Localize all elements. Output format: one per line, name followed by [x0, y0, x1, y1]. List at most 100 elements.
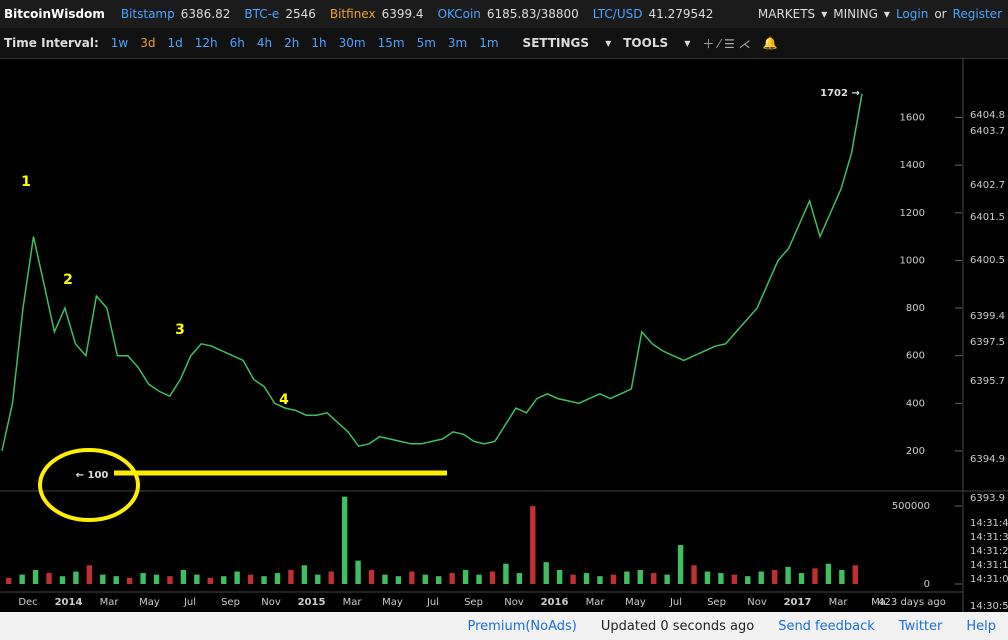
right-label: 6401.5: [970, 212, 1005, 223]
volume-bar: [718, 573, 724, 584]
interval[interactable]: 1h: [311, 36, 327, 50]
volume-bar: [46, 573, 52, 584]
volume-bar: [301, 565, 308, 584]
settings[interactable]: SETTINGS ▾: [522, 36, 612, 50]
volume-bar: [207, 577, 213, 584]
interval[interactable]: 2h: [284, 36, 300, 50]
brand[interactable]: BitcoinWisdom: [4, 7, 105, 21]
volume-bar: [126, 577, 133, 584]
annotation: 1702 →: [820, 88, 860, 99]
x-tick-label: 2015: [298, 597, 326, 608]
footer-link[interactable]: Twitter: [898, 618, 943, 634]
volume-bar: [556, 569, 563, 584]
volume-bar: [19, 574, 25, 584]
footer-link[interactable]: Send feedback: [778, 618, 875, 634]
x-tick-label: Jul: [426, 597, 439, 608]
volume-bar: [288, 569, 294, 584]
menu[interactable]: MINING ▾: [833, 7, 890, 21]
footer: Premium(NoAds) Updated 0 seconds ago Send …: [0, 612, 1008, 640]
volume-bar: [785, 566, 791, 584]
volume-bar: [180, 569, 187, 584]
ticker-price: 41.279542: [648, 7, 714, 21]
ticker-price: 6399.4: [381, 7, 424, 21]
volume-bar: [610, 574, 617, 584]
tool-icons[interactable]: ＋ ⁄ ☰ ⋌: [702, 36, 751, 51]
interval[interactable]: 3d: [140, 36, 156, 50]
tools-label[interactable]: TOOLS: [623, 36, 669, 50]
x-tick-label: Sep: [707, 597, 726, 608]
interval[interactable]: 30m: [338, 36, 366, 50]
ticker-name[interactable]: Bitfinex: [329, 7, 376, 21]
volume-bar: [140, 573, 146, 584]
ticker-name[interactable]: OKCoin: [437, 7, 481, 21]
x-tick-label: May: [139, 597, 160, 608]
x-tick-label: 2016: [541, 597, 569, 608]
volume-bar: [409, 571, 415, 584]
x-tick-label: Nov: [504, 597, 524, 608]
interval[interactable]: 3m: [447, 36, 468, 50]
interval[interactable]: 1m: [479, 36, 499, 50]
settings-label[interactable]: SETTINGS: [522, 36, 590, 50]
volume-bar: [328, 571, 334, 584]
tools[interactable]: TOOLS ▾: [623, 36, 691, 50]
highlight-circle: [38, 448, 140, 522]
ticker-name[interactable]: Bitstamp: [120, 7, 175, 21]
footer-link[interactable]: Premium(NoAds): [467, 618, 577, 634]
volume-bar: [825, 563, 832, 584]
volume-bar: [395, 576, 402, 584]
volume-tick-label: 500000: [892, 501, 930, 512]
alert-icon[interactable]: 🔔: [762, 36, 778, 50]
tickers: Bitstamp 6386.82 BTC-e 2546 Bitfinex 6399.4 OK…: [121, 7, 728, 21]
right-label: 6393.9: [970, 493, 1005, 504]
or: or: [934, 7, 947, 21]
volume-bar: [6, 577, 12, 584]
volume-bar: [543, 562, 549, 584]
x-tick-label: Nov: [747, 597, 767, 608]
volume-bar: [758, 571, 764, 584]
interval[interactable]: 12h: [194, 36, 218, 50]
volume-bar: [247, 574, 254, 584]
volume-bar: [664, 574, 670, 584]
volume-bar: [503, 563, 509, 584]
y-tick-label: 200: [906, 446, 925, 457]
interval[interactable]: 15m: [377, 36, 405, 50]
x-tick-label: Sep: [221, 597, 240, 608]
interval[interactable]: 5m: [416, 36, 436, 50]
volume-bar: [570, 574, 576, 584]
volume-bar: [86, 565, 93, 584]
y-tick-label: 1000: [900, 255, 925, 266]
y-tick-label: 1400: [900, 160, 925, 171]
interval[interactable]: 4h: [256, 36, 273, 50]
annotation: 2: [63, 272, 73, 288]
interval[interactable]: 6h: [229, 36, 245, 50]
volume-bar: [745, 576, 751, 584]
right-label: 6400.5: [970, 255, 1005, 266]
login[interactable]: Login: [895, 7, 929, 21]
register[interactable]: Register: [952, 7, 1002, 21]
volume-bar: [462, 569, 469, 584]
right-label: 14:31:2: [970, 546, 1008, 557]
footer-link[interactable]: Help: [966, 618, 996, 634]
x-tick-label: Nov: [261, 597, 281, 608]
price-line: [1, 93, 863, 452]
ticker-name[interactable]: BTC-e: [244, 7, 280, 21]
volume-bar: [798, 573, 805, 584]
age-label: 423 days ago: [878, 597, 946, 608]
x-tick-label: Ma: [871, 597, 886, 608]
ticker-name[interactable]: LTC/USD: [592, 7, 643, 21]
volume-bar: [32, 569, 39, 584]
volume-bar: [476, 574, 482, 584]
chart: 200 400 600 800 1000 1200 1400 1600 0 500000 Dec 20…: [0, 58, 1008, 612]
annotation: 1: [21, 174, 31, 190]
volume-bar: [153, 574, 160, 584]
volume-bar: [73, 571, 79, 584]
volume-bar: [583, 573, 590, 584]
menu-markets[interactable]: MARKETS: [757, 7, 816, 21]
x-tick-label: Jul: [183, 597, 196, 608]
menu[interactable]: MARKETS ▾: [757, 7, 828, 21]
interval[interactable]: 1d: [167, 36, 183, 50]
volume-bar: [194, 574, 200, 584]
menu-mining[interactable]: MINING: [833, 7, 878, 21]
interval[interactable]: 1w: [110, 36, 129, 50]
right-label: 6397.5: [970, 337, 1005, 348]
